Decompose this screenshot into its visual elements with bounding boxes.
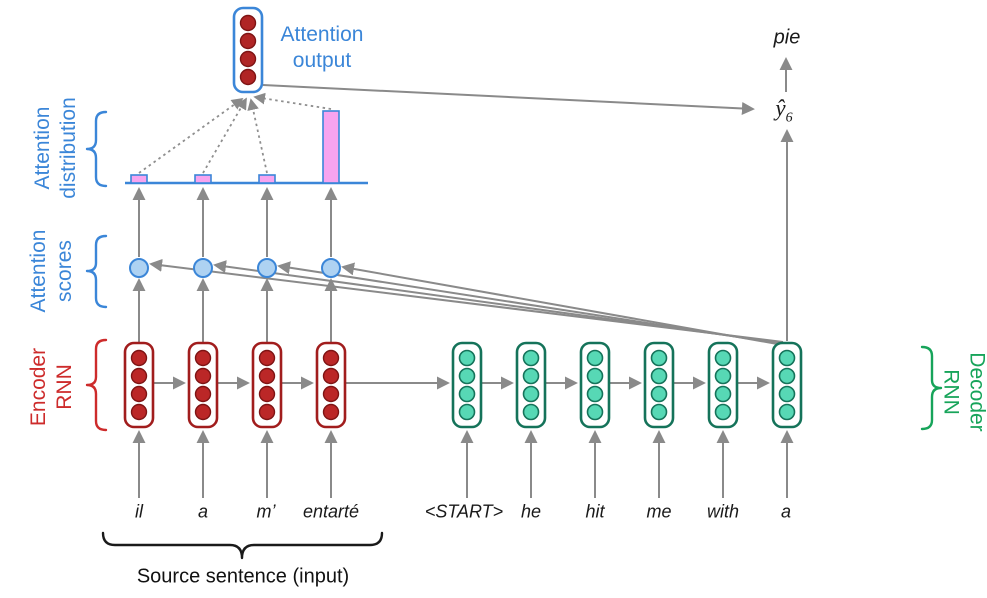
attention-distribution-label: Attention distribution [30,97,80,199]
encoder-cell-1 [123,341,155,429]
attention-score-circles [129,258,341,278]
decoder-to-score-arrows [149,258,784,346]
decoder-cell-5 [707,341,739,429]
source-word-il: il [135,501,143,522]
attention-distribution-brace [85,110,108,188]
decoder-cell-2 [515,341,547,429]
attention-scores-brace [85,234,108,309]
encoder-cell-2 [187,341,219,429]
target-word-he: he [520,501,542,522]
distribution-bar-2 [194,174,212,184]
score-circle-3 [257,258,277,278]
target-word-a: a [780,501,792,522]
source-sentence-caption: Source sentence (input) [136,565,350,588]
decoder-cell-1 [451,341,483,429]
source-word-m: m’ [256,501,276,522]
decoder-cell-6 [771,341,803,429]
distribution-bar-4 [322,110,340,184]
encoder-cell-4 [315,341,347,429]
decoder-rnn-brace [920,345,943,431]
score-circle-2 [193,258,213,278]
target-word-me: me [646,501,672,522]
source-word-a: a [197,501,209,522]
score-to-distribution-arrows [132,187,338,257]
score-circle-1 [129,258,149,278]
decoder-cells [451,341,803,429]
target-word-with: with [706,501,740,522]
predicted-word-pie: pie [773,26,801,49]
attention-distribution-bars [125,110,368,185]
attention-dotted-lines [138,92,332,174]
yhat-subscript: 6 [785,110,793,126]
target-word-hit: hit [585,501,605,522]
distribution-bar-3 [258,174,276,184]
prediction-yhat6: ŷ6 [775,96,792,127]
yhat-base: ŷ [775,95,786,121]
encoder-rnn-brace [85,338,108,432]
decoder-rnn-label: Decoder RNN [939,352,987,432]
source-sentence-brace [101,531,384,560]
encoder-rnn-label: Encoder RNN [26,347,76,427]
output-arrows [262,57,794,341]
decoder-cell-4 [643,341,675,429]
attention-scores-label: Attention scores [26,229,76,313]
encoder-to-score-arrows [132,278,338,342]
encoder-cells [123,341,347,429]
attention-output-label: Attention output [280,22,364,72]
source-word-entarte: entarté [302,501,360,522]
target-word-start: <START> [424,501,504,522]
word-input-arrows [132,430,794,498]
distribution-bar-1 [130,174,148,184]
attention-output-vector [232,6,264,94]
score-circle-4 [321,258,341,278]
encoder-cell-3 [251,341,283,429]
decoder-cell-3 [579,341,611,429]
